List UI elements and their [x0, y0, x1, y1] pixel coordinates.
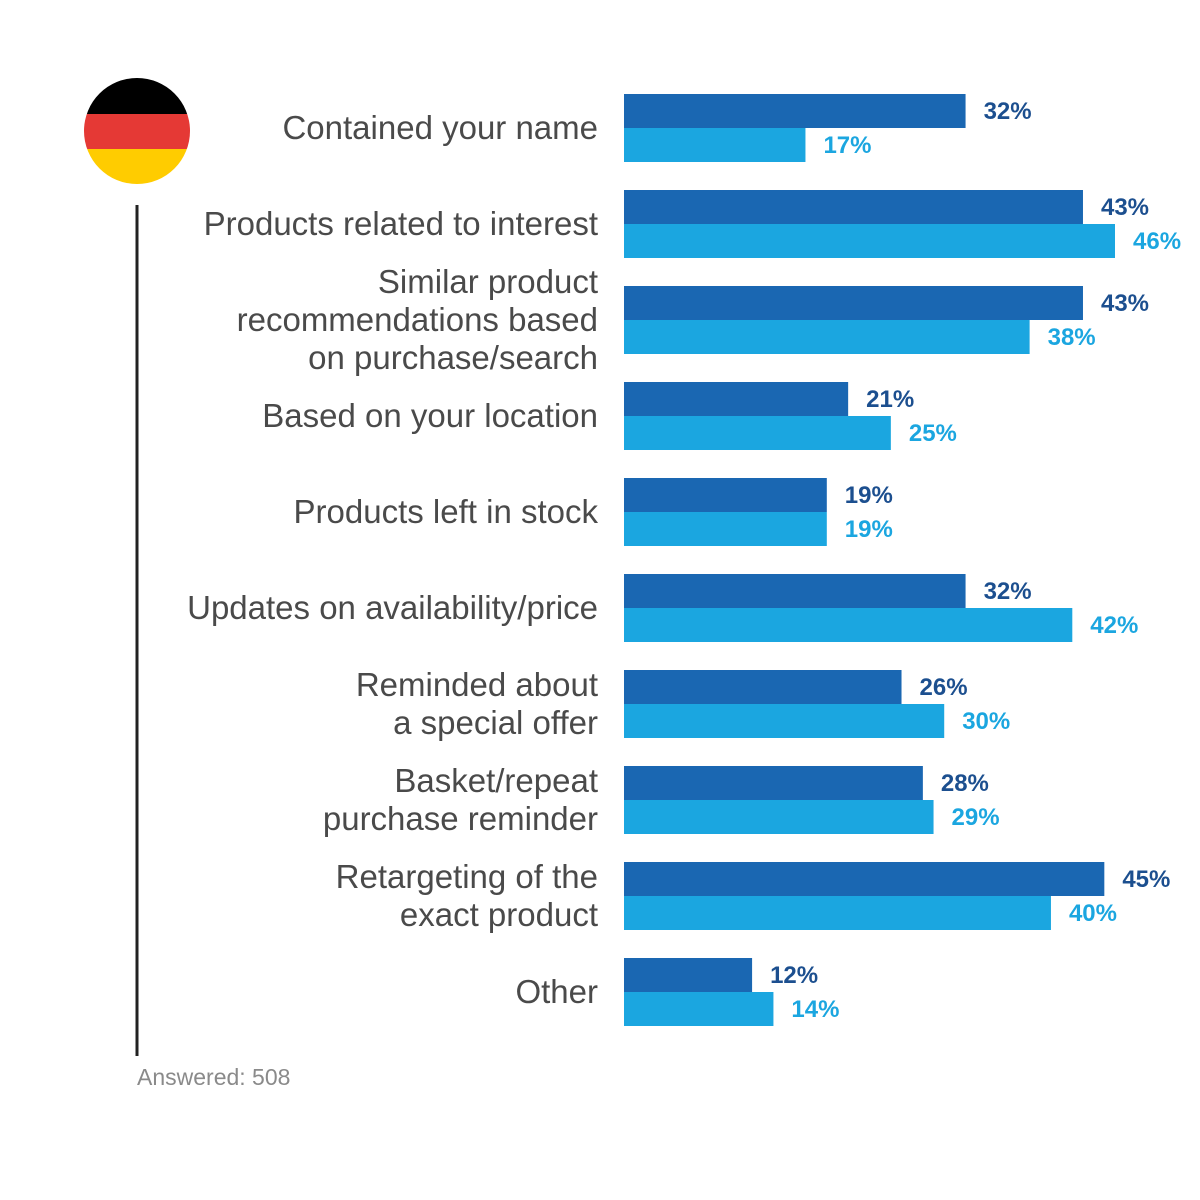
category-label: Other — [515, 973, 598, 1010]
light-bar — [624, 512, 827, 546]
value-label: 40% — [1069, 900, 1117, 927]
light-bar — [624, 608, 1073, 642]
value-label: 46% — [1133, 228, 1181, 255]
category-label: Based on your location — [262, 397, 598, 434]
footnote: Answered: 508 — [137, 1064, 291, 1090]
value-label: 32% — [984, 98, 1032, 125]
dark-bar — [624, 574, 966, 608]
dark-bar — [624, 670, 902, 704]
category-label: Similar product — [378, 263, 598, 300]
category-label: Reminded about — [356, 666, 598, 703]
light-bar — [624, 896, 1051, 930]
value-label: 19% — [845, 516, 893, 543]
category-label: recommendations based — [237, 301, 598, 338]
light-bar — [624, 224, 1115, 258]
category-label: exact product — [400, 896, 598, 933]
light-bar — [624, 800, 934, 834]
value-label: 32% — [984, 578, 1032, 605]
light-bar — [624, 704, 945, 738]
value-label: 43% — [1101, 194, 1149, 221]
dark-bar — [624, 382, 849, 416]
value-label: 21% — [866, 386, 914, 413]
value-label: 38% — [1048, 324, 1096, 351]
light-bar — [624, 128, 806, 162]
value-label: 28% — [941, 770, 989, 797]
category-label: Contained your name — [282, 109, 598, 146]
value-label: 25% — [909, 420, 957, 447]
value-label: 29% — [952, 804, 1000, 831]
value-label: 19% — [845, 482, 893, 509]
germany-flag-icon — [84, 78, 190, 184]
value-label: 26% — [920, 674, 968, 701]
category-label: Updates on availability/price — [187, 589, 598, 626]
category-label: Basket/repeat — [394, 762, 598, 799]
category-label: on purchase/search — [308, 339, 598, 376]
category-label: Products related to interest — [204, 205, 598, 242]
value-label: 42% — [1090, 612, 1138, 639]
category-label: purchase reminder — [323, 800, 598, 837]
value-label: 43% — [1101, 290, 1149, 317]
dark-bar — [624, 190, 1083, 224]
category-label: Products left in stock — [294, 493, 599, 530]
light-bar — [624, 320, 1030, 354]
dark-bar — [624, 94, 966, 128]
dark-bar — [624, 286, 1083, 320]
value-label: 45% — [1122, 866, 1170, 893]
category-label: Retargeting of the — [336, 858, 598, 895]
value-label: 12% — [770, 962, 818, 989]
light-bar — [624, 416, 891, 450]
dark-bar — [624, 766, 923, 800]
dark-bar — [624, 478, 827, 512]
category-label: a special offer — [393, 704, 598, 741]
light-bar — [624, 992, 774, 1026]
dark-bar — [624, 862, 1105, 896]
value-label: 17% — [823, 132, 871, 159]
value-label: 30% — [962, 708, 1010, 735]
bar-group: 32% 17% Contained your name 43% 46% Products … — [187, 94, 1181, 1026]
dark-bar — [624, 958, 753, 992]
value-label: 14% — [791, 996, 839, 1023]
